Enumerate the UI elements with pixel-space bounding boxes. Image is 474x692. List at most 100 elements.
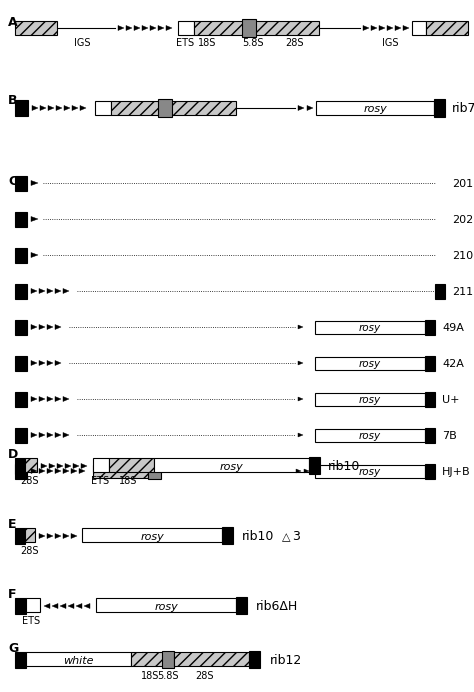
- Text: 7B: 7B: [442, 431, 457, 441]
- Bar: [15, 212, 27, 227]
- Text: rosy: rosy: [359, 395, 381, 405]
- Polygon shape: [76, 603, 82, 608]
- Text: rib10: rib10: [242, 531, 274, 543]
- Bar: [93, 458, 109, 472]
- Bar: [242, 19, 256, 37]
- Polygon shape: [55, 325, 61, 329]
- Polygon shape: [47, 325, 53, 329]
- Text: 28S: 28S: [21, 546, 39, 556]
- Text: rosy: rosy: [359, 467, 381, 477]
- Polygon shape: [47, 289, 53, 293]
- Polygon shape: [73, 464, 79, 468]
- Bar: [162, 651, 174, 668]
- Polygon shape: [81, 464, 87, 468]
- Text: rosy: rosy: [359, 323, 381, 333]
- Polygon shape: [56, 105, 62, 111]
- Text: rosy: rosy: [359, 359, 381, 369]
- Bar: [148, 464, 161, 479]
- Polygon shape: [60, 603, 66, 608]
- Polygon shape: [63, 468, 69, 473]
- Text: 5.8S: 5.8S: [157, 671, 179, 681]
- Polygon shape: [55, 397, 61, 401]
- Text: 210: 210: [452, 251, 473, 261]
- Bar: [412, 21, 426, 35]
- Polygon shape: [40, 105, 46, 111]
- Polygon shape: [32, 105, 38, 111]
- Polygon shape: [47, 534, 53, 538]
- Polygon shape: [80, 105, 86, 111]
- Bar: [15, 320, 27, 335]
- Polygon shape: [63, 432, 69, 437]
- Text: 18S: 18S: [198, 38, 216, 48]
- Polygon shape: [166, 26, 172, 30]
- Polygon shape: [142, 26, 148, 30]
- Polygon shape: [63, 397, 69, 401]
- Bar: [309, 457, 320, 474]
- Bar: [95, 101, 111, 115]
- Text: rib10: rib10: [328, 460, 360, 473]
- Polygon shape: [64, 105, 70, 111]
- Bar: [315, 393, 425, 406]
- Text: 28S: 28S: [286, 38, 304, 48]
- Polygon shape: [134, 26, 140, 30]
- Polygon shape: [63, 534, 69, 538]
- Text: 49A: 49A: [442, 323, 464, 333]
- Text: rosy: rosy: [363, 104, 387, 114]
- Polygon shape: [68, 603, 74, 608]
- Bar: [178, 21, 194, 35]
- Polygon shape: [150, 26, 156, 30]
- Text: rosy: rosy: [359, 431, 381, 441]
- Polygon shape: [126, 26, 132, 30]
- Polygon shape: [39, 361, 45, 365]
- Polygon shape: [47, 397, 53, 401]
- Polygon shape: [84, 603, 90, 608]
- Text: rib12: rib12: [270, 655, 302, 668]
- Polygon shape: [371, 26, 377, 30]
- Text: E: E: [8, 518, 17, 531]
- Polygon shape: [387, 26, 393, 30]
- Text: 42A: 42A: [442, 359, 464, 369]
- Text: 3: 3: [292, 531, 300, 543]
- Text: rosy: rosy: [140, 532, 164, 542]
- Bar: [435, 284, 445, 299]
- Polygon shape: [31, 181, 38, 185]
- Bar: [93, 465, 148, 478]
- Polygon shape: [79, 468, 85, 473]
- Bar: [15, 428, 27, 443]
- Bar: [236, 597, 247, 614]
- Polygon shape: [31, 397, 37, 401]
- Polygon shape: [31, 432, 37, 437]
- Polygon shape: [39, 289, 45, 293]
- Polygon shape: [118, 26, 124, 30]
- Polygon shape: [39, 325, 45, 329]
- Text: D: D: [8, 448, 18, 461]
- Text: rib6ΔH: rib6ΔH: [256, 601, 298, 614]
- Polygon shape: [39, 534, 45, 538]
- Bar: [26, 652, 131, 666]
- Polygon shape: [31, 289, 37, 293]
- Bar: [15, 284, 27, 299]
- Text: ETS: ETS: [22, 616, 40, 626]
- Polygon shape: [39, 432, 45, 437]
- Polygon shape: [296, 469, 301, 473]
- Bar: [174, 652, 249, 666]
- Polygon shape: [47, 468, 53, 473]
- Bar: [25, 458, 37, 472]
- Bar: [15, 528, 25, 544]
- Text: 201: 201: [452, 179, 473, 189]
- Polygon shape: [55, 534, 61, 538]
- Text: HJ+B: HJ+B: [442, 467, 471, 477]
- Polygon shape: [55, 289, 61, 293]
- Bar: [158, 99, 172, 117]
- Polygon shape: [39, 397, 45, 401]
- Bar: [426, 21, 468, 35]
- Text: 18S: 18S: [141, 671, 159, 681]
- Text: white: white: [63, 656, 93, 666]
- Polygon shape: [31, 253, 38, 257]
- Polygon shape: [31, 361, 37, 365]
- Bar: [249, 651, 260, 668]
- Text: C: C: [8, 175, 17, 188]
- Polygon shape: [298, 325, 303, 329]
- Polygon shape: [31, 325, 37, 329]
- Bar: [425, 392, 435, 407]
